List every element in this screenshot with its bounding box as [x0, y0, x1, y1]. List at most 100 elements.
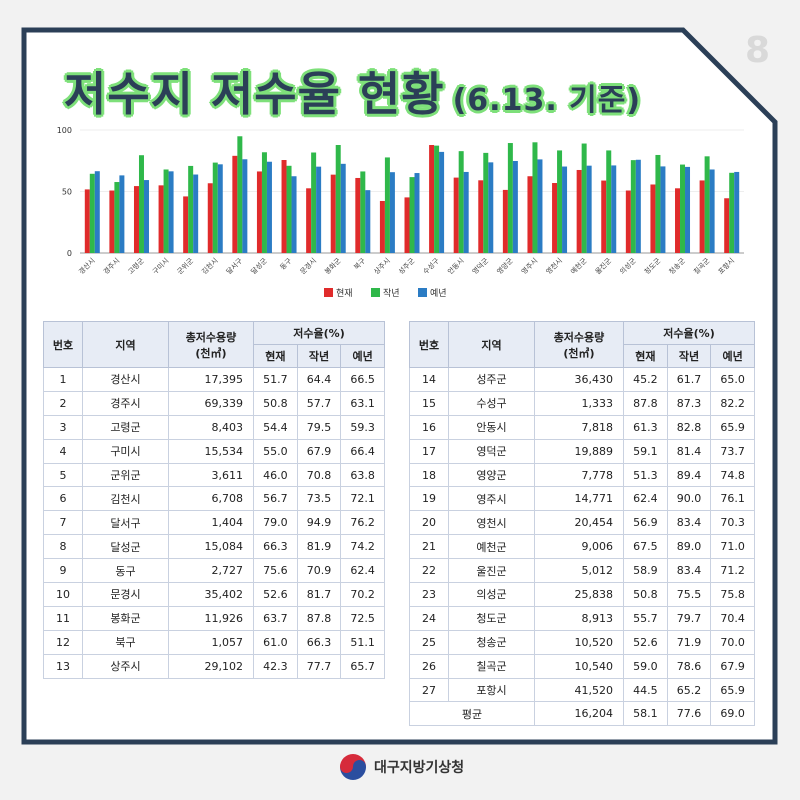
row-region: 수성구 [448, 390, 535, 416]
row-no: 3 [43, 414, 83, 440]
bar-last-year [360, 171, 366, 253]
table-row: 9 동구 2,727 75.6 70.9 62.4 [43, 558, 385, 584]
row-no: 25 [409, 629, 449, 655]
row-current: 51.7 [253, 367, 298, 392]
bar-current [183, 196, 189, 253]
row-normal: 72.5 [340, 605, 385, 631]
bar-last-year [434, 145, 440, 253]
row-last-year: 82.8 [666, 414, 712, 440]
bar-last-year [163, 169, 169, 253]
x-tick-label: 칠곡군 [691, 256, 711, 276]
row-capacity: 19,889 [534, 438, 624, 464]
row-no: 4 [43, 438, 83, 464]
row-no: 12 [43, 629, 83, 655]
row-normal: 71.0 [710, 534, 755, 560]
row-current: 63.7 [253, 605, 298, 631]
table-row: 27 포항시 41,520 44.5 65.2 65.9 [409, 677, 755, 703]
table-row: 4 구미시 15,534 55.0 67.9 66.4 [43, 438, 385, 464]
row-normal: 74.2 [340, 534, 385, 560]
x-tick-label: 군위군 [176, 256, 196, 276]
row-last-year: 75.5 [666, 582, 712, 607]
row-normal: 74.8 [710, 462, 755, 488]
row-region: 북구 [82, 629, 169, 655]
row-capacity: 3,611 [168, 462, 254, 488]
row-last-year: 89.4 [666, 462, 712, 488]
bar-last-year [188, 165, 194, 253]
row-last-year: 81.7 [296, 582, 342, 607]
row-normal: 51.1 [340, 629, 385, 655]
row-no: 20 [409, 510, 449, 536]
x-tick-label: 달서구 [224, 256, 244, 276]
x-tick-label: 달성군 [249, 256, 269, 276]
page-number: 8 [745, 30, 771, 71]
x-tick-label: 경주시 [101, 256, 121, 276]
row-last-year: 83.4 [666, 510, 712, 536]
row-current: 58.9 [623, 558, 668, 584]
x-tick-label: 봉화군 [323, 256, 343, 276]
bar-normal [488, 162, 494, 253]
row-region: 영주시 [448, 486, 535, 512]
bar-last-year [138, 155, 144, 253]
bar-normal [586, 165, 592, 253]
row-no: 21 [409, 534, 449, 560]
bar-last-year [261, 152, 267, 253]
table-row: 15 수성구 1,333 87.8 87.3 82.2 [409, 390, 755, 416]
agency-name: 대구지방기상청 [374, 760, 465, 776]
average-capacity: 16,204 [534, 701, 624, 727]
legend-swatch [371, 288, 380, 297]
bar-normal [266, 161, 272, 253]
bar-current [527, 176, 533, 253]
bar-last-year [89, 173, 95, 253]
average-row: 평균 16,204 58.1 77.6 69.0 [409, 701, 755, 727]
bar-last-year [507, 143, 513, 253]
bar-last-year [680, 164, 686, 253]
row-normal: 76.2 [340, 510, 385, 536]
x-tick-label: 김천시 [200, 256, 220, 276]
row-no: 27 [409, 677, 449, 703]
row-current: 61.3 [623, 414, 668, 440]
bar-normal [685, 166, 691, 253]
bar-current [330, 174, 336, 253]
x-tick-label: 울진군 [593, 256, 613, 276]
row-last-year: 66.3 [296, 629, 342, 655]
col-capacity: 총저수용량 (천㎥) [168, 321, 254, 368]
row-region: 의성군 [448, 582, 535, 607]
row-region: 달서구 [82, 510, 169, 536]
bar-last-year [286, 165, 292, 253]
table-row: 20 영천시 20,454 56.9 83.4 70.3 [409, 510, 755, 536]
row-region: 경산시 [82, 367, 169, 392]
row-region: 청송군 [448, 629, 535, 655]
row-last-year: 77.7 [296, 653, 342, 679]
bar-current [699, 180, 705, 253]
row-capacity: 17,395 [168, 367, 254, 392]
bar-current [576, 169, 582, 253]
bar-current [502, 189, 508, 253]
col-capacity: 총저수용량 (천㎥) [534, 321, 624, 368]
bar-normal [217, 164, 223, 253]
x-tick-label: 청송군 [668, 256, 688, 276]
row-last-year: 79.7 [666, 605, 712, 631]
footer: 대구지방기상청 [340, 754, 464, 780]
reservoir-bar-chart: 050100저수율(%)경산시경주시고령군구미시군위군김천시달서구달성군동구문경… [57, 126, 744, 299]
bar-normal [562, 166, 568, 253]
row-capacity: 1,404 [168, 510, 254, 536]
table-row: 23 의성군 25,838 50.8 75.5 75.8 [409, 582, 755, 607]
row-capacity: 1,057 [168, 629, 254, 655]
row-no: 19 [409, 486, 449, 512]
row-no: 22 [409, 558, 449, 584]
bar-current [552, 183, 558, 253]
row-last-year: 73.5 [296, 486, 342, 512]
row-region: 동구 [82, 558, 169, 584]
row-no: 14 [409, 367, 449, 392]
legend-swatch [418, 288, 427, 297]
x-tick-label: 고령군 [127, 256, 147, 276]
row-current: 62.4 [623, 486, 668, 512]
bar-last-year [311, 152, 317, 253]
row-current: 55.0 [253, 438, 298, 464]
row-last-year: 64.4 [296, 367, 342, 392]
bar-current [625, 190, 631, 253]
table-row: 18 영양군 7,778 51.3 89.4 74.8 [409, 462, 755, 488]
average-last-year: 77.6 [666, 701, 712, 727]
bar-last-year [335, 145, 341, 253]
row-no: 18 [409, 462, 449, 488]
